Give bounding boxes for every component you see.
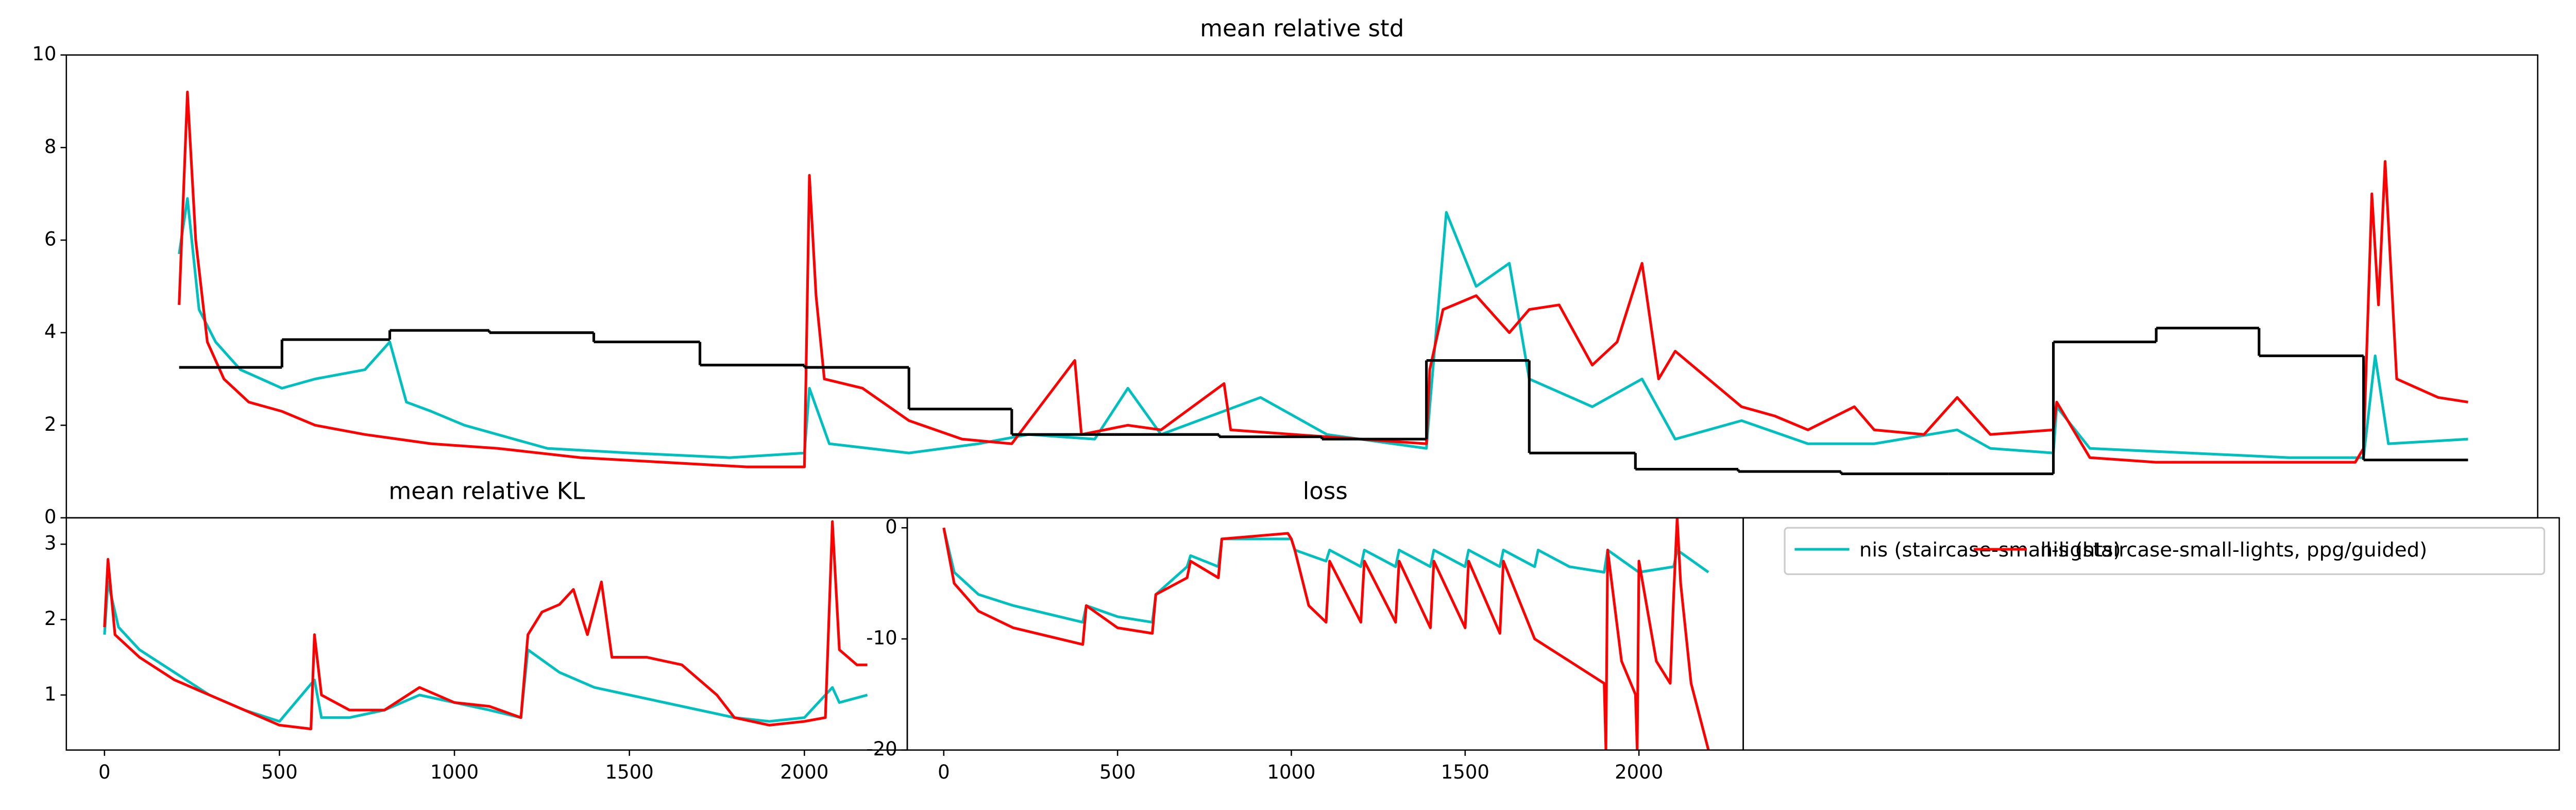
x-tick-label: 0 (938, 761, 950, 783)
series-line (178, 197, 2468, 459)
axes-title: mean relative std (1200, 14, 1404, 42)
axes-frame (65, 517, 908, 751)
x-tick-label: 1500 (1441, 761, 1489, 783)
axes-frame (65, 54, 2538, 519)
series-line (103, 580, 868, 723)
x-tick-label: 0 (98, 761, 111, 783)
legend-box (1784, 527, 2546, 575)
y-tick-label: 2 (44, 608, 57, 630)
x-tick-label: 1500 (605, 761, 654, 783)
plot-area (178, 90, 2468, 476)
legend: nis (staircase-small-lights) nis (stairc… (1784, 527, 2546, 575)
x-tick-label: 1000 (1267, 761, 1315, 783)
x-tick-label: 500 (1099, 761, 1136, 783)
y-tick-label: -20 (866, 738, 897, 760)
y-tick-label: 10 (32, 43, 56, 65)
y-tick-label: 4 (44, 320, 57, 343)
legend-label: nis (staircase-small-lights, ppg/guided) (2040, 538, 2427, 562)
y-tick-label: 8 (44, 136, 57, 158)
x-tick-label: 500 (261, 761, 298, 783)
axes-frame (906, 517, 1744, 751)
y-tick-label: -10 (866, 627, 897, 649)
x-tick-label: 1000 (430, 761, 479, 783)
series-line (942, 527, 1709, 624)
y-tick-label: 0 (885, 516, 897, 538)
series-line (942, 517, 1710, 750)
y-tick-label: 3 (44, 532, 57, 554)
x-tick-label: 2000 (780, 761, 828, 783)
plot-area (942, 517, 1710, 750)
y-tick-label: 2 (44, 413, 57, 435)
y-tick-label: 6 (44, 228, 57, 250)
y-tick-label: 0 (44, 505, 57, 528)
y-tick-label: 1 (44, 683, 57, 705)
series-line (178, 90, 2468, 468)
axes-title: mean relative KL (388, 478, 585, 505)
series-line (103, 520, 868, 731)
axes-title: loss (1303, 478, 1348, 505)
plot-area (103, 520, 868, 731)
x-tick-label: 2000 (1615, 761, 1663, 783)
